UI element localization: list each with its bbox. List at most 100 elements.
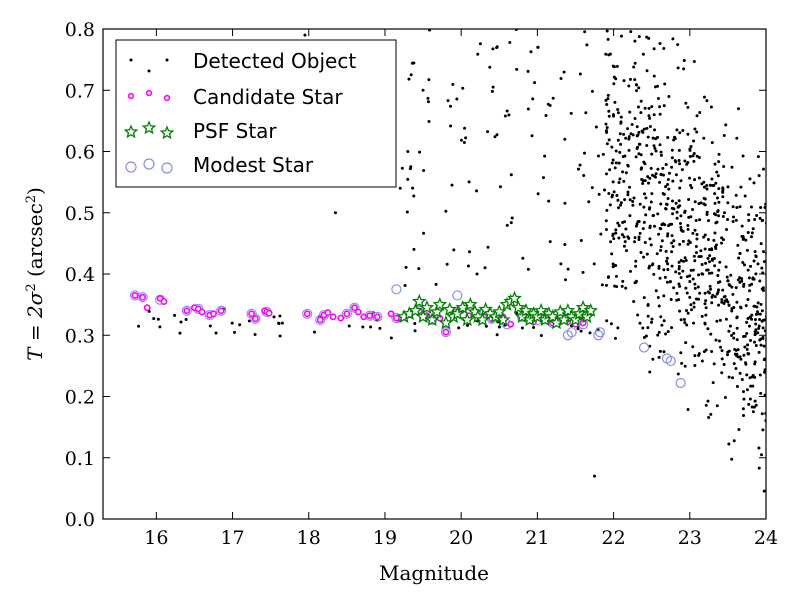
detected-object-point: [662, 268, 666, 272]
detected-object-point: [703, 291, 707, 295]
detected-object-point: [610, 145, 614, 149]
detected-object-point: [616, 107, 620, 111]
detected-object-point: [616, 198, 620, 202]
candidate-star-point: [183, 307, 191, 315]
detected-object-point: [604, 227, 608, 231]
detected-object-point: [475, 272, 479, 276]
detected-object-point: [670, 264, 674, 268]
detected-object-point: [509, 173, 513, 177]
detected-object-point: [649, 166, 653, 170]
detected-object-point: [722, 165, 726, 169]
detected-object-point: [746, 230, 750, 234]
detected-object-point: [748, 289, 752, 293]
detected-object-point: [749, 338, 753, 342]
detected-object-point: [696, 285, 700, 289]
legend-markers: [123, 58, 175, 174]
detected-object-point: [606, 97, 610, 101]
detected-object-point: [684, 259, 688, 263]
detected-object-point: [721, 195, 725, 199]
detected-object-point: [705, 212, 709, 216]
detected-object-point: [624, 136, 628, 140]
detected-object-point: [692, 60, 696, 64]
x-tick-label: 21: [525, 527, 549, 549]
detected-object-point: [612, 237, 616, 241]
detected-object-point: [710, 257, 714, 261]
detected-object-point: [739, 185, 743, 189]
detected-object-point: [674, 160, 678, 164]
detected-object-point: [611, 232, 615, 236]
detected-object-point: [717, 200, 721, 204]
detected-object-point: [671, 179, 675, 183]
detected-object-point: [710, 295, 714, 299]
detected-object-point: [702, 185, 706, 189]
detected-object-point: [632, 65, 636, 69]
detected-object-point: [697, 255, 701, 259]
detected-object-point: [686, 227, 690, 231]
modest-star-point: [675, 377, 686, 389]
detected-object-point: [758, 318, 762, 322]
legend: Detected Object Candidate Star PSF Star …: [115, 39, 397, 188]
detected-object-point: [678, 242, 682, 246]
detected-object-point: [652, 144, 656, 148]
detected-object-point: [650, 105, 654, 109]
detected-object-point: [704, 261, 708, 265]
detected-object-point: [658, 112, 662, 116]
detected-object-point: [713, 231, 717, 235]
detected-object-point: [652, 113, 656, 117]
detected-object-point: [633, 236, 637, 240]
detected-object-point: [658, 41, 662, 45]
detected-object-point: [490, 89, 494, 93]
detected-object-point: [551, 96, 555, 100]
modest-star-point: [216, 305, 227, 316]
detected-object-point: [599, 232, 603, 236]
detected-object-point: [714, 247, 718, 251]
detected-object-point: [611, 265, 615, 269]
detected-object-point: [763, 368, 766, 372]
detected-object-point: [664, 185, 668, 189]
detected-object-point: [688, 279, 692, 283]
detected-object-point: [613, 166, 617, 170]
detected-object-point: [672, 286, 676, 290]
detected-object-point: [754, 255, 758, 259]
detected-object-point: [427, 119, 431, 123]
modest-star-point: [181, 305, 192, 316]
detected-object-point: [739, 306, 743, 310]
detected-object-point: [208, 324, 212, 328]
detected-object-point: [610, 195, 614, 199]
detected-object-point: [693, 127, 697, 131]
detected-object-point: [407, 77, 411, 81]
legend-marker-detected: [147, 69, 151, 73]
detected-object-point: [641, 326, 645, 330]
detected-object-point: [690, 186, 694, 190]
detected-object-point: [757, 350, 761, 354]
detected-object-point: [651, 262, 655, 266]
detected-object-point: [753, 333, 757, 337]
detected-object-point: [727, 283, 731, 287]
candidate-star-point: [303, 310, 311, 318]
detected-object-point: [759, 242, 763, 246]
detected-object-point: [582, 151, 586, 155]
detected-object-point: [627, 137, 631, 141]
detected-object-point: [702, 136, 706, 140]
detected-object-point: [590, 89, 594, 93]
detected-object-point: [614, 263, 618, 267]
detected-object-point: [646, 326, 650, 330]
detected-object-point: [611, 180, 615, 184]
detected-object-point: [455, 97, 459, 101]
detected-object-point: [694, 245, 698, 249]
detected-object-point: [678, 162, 682, 166]
detected-object-point: [677, 264, 681, 268]
detected-object-point: [427, 78, 431, 82]
detected-object-point: [697, 273, 701, 277]
detected-object-point: [578, 72, 582, 76]
candidate-star-point: [265, 309, 273, 317]
detected-object-point: [705, 99, 709, 103]
detected-object-point: [637, 235, 641, 239]
detected-object-point: [657, 330, 661, 334]
detected-object-point: [740, 377, 744, 381]
detected-object-point: [720, 300, 724, 304]
detected-object-point: [695, 130, 699, 134]
detected-object-point: [635, 125, 639, 129]
detected-object-point: [670, 234, 674, 238]
detected-object-point: [683, 159, 687, 163]
